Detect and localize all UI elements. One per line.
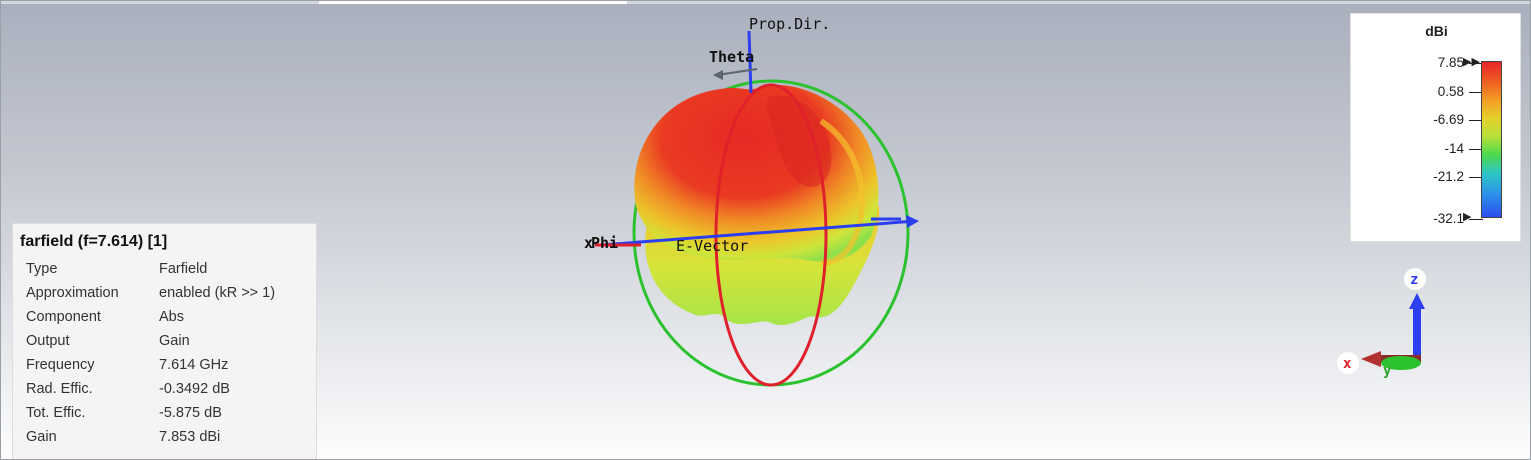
radiation-pattern-shading [766,95,832,187]
info-key: Output [26,333,70,349]
legend-color-bar [1481,61,1502,218]
phi-label: Phi [591,234,618,252]
info-panel-title: farfield (f=7.614) [1] [20,233,168,250]
axes-triad: z x y [1337,268,1426,379]
theta-arrow-head [713,70,723,80]
info-key: Type [26,261,58,277]
info-value: Abs [159,309,184,325]
x-axis-bubble [1337,352,1359,374]
legend-tick-max: 7.85 [1437,55,1464,70]
min-marker-arrow-icon[interactable]: ▶ [1463,211,1472,223]
info-value: -0.3492 dB [159,381,230,397]
legend-unit: dBi [1425,23,1448,39]
prop-dir-axis [747,30,753,94]
radiation-pattern-lobe-edge [819,118,865,266]
theta-label: Theta [709,48,754,66]
info-key: Frequency [26,357,95,373]
info-key: Rad. Effic. [26,381,93,397]
phi-axis [600,219,917,247]
farfield-info-panel: farfield (f=7.614) [1] Type Farfield Appr… [12,223,317,459]
legend-tickline [1469,120,1483,121]
z-axis-bubble [1404,268,1426,290]
legend-tickline [1469,63,1483,64]
active-tab-edge [319,1,627,4]
info-value: 7.614 GHz [159,357,229,373]
info-key: Gain [26,429,57,445]
z-axis-shaft [1413,305,1421,357]
x-axis-label: x [584,234,593,252]
info-key: Approximation [26,285,119,301]
legend-tick: -6.69 [1433,112,1464,127]
x-axis-triad-label: x [1343,356,1352,372]
z-axis-label: z [1410,272,1418,288]
legend-tick: -14 [1444,141,1464,156]
info-value: enabled (kR >> 1) [159,285,276,301]
x-axis-arrow-icon [1361,351,1381,367]
legend-tickline [1469,92,1483,93]
e-vector-label: E-Vector [676,237,748,255]
info-value: Gain [159,333,190,349]
tab-strip [1,1,1530,4]
info-key: Component [26,309,101,325]
z-axis-arrow-icon [1409,293,1425,309]
info-value: Farfield [159,261,208,277]
color-scale-legend[interactable]: dBi 7.85 0.58 -6.69 -14 -21.2 -32.1 ▶▶ ▶ [1350,13,1521,242]
legend-tickline [1469,177,1483,178]
info-key: Tot. Effic. [26,405,86,421]
max-marker-arrow-icon[interactable]: ▶▶ [1463,56,1480,68]
phi-axis-head [906,215,919,228]
info-value: -5.875 dB [159,405,222,421]
theta-arrow [716,68,758,76]
legend-tickline [1469,219,1483,220]
legend-tick-min: -32.1 [1433,211,1464,226]
info-value: 7.853 dBi [159,429,221,445]
y-axis-stub [1381,356,1421,370]
radiation-pattern-main-lobe [634,85,879,262]
legend-tick: -21.2 [1433,169,1464,184]
y-axis-label: y [1383,363,1392,379]
prop-dir-label: Prop.Dir. [749,15,830,33]
legend-tick: 0.58 [1437,84,1464,99]
legend-tickline [1469,149,1483,150]
